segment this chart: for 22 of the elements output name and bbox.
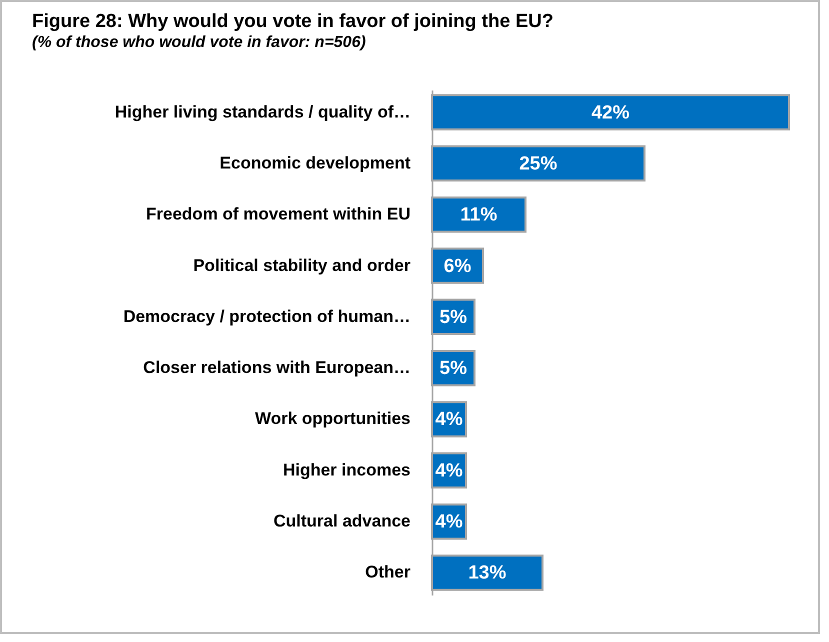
data-label: 25% (519, 153, 558, 174)
y-tick-label: Work opportunities (254, 409, 410, 428)
y-tick-label: Closer relations with European… (143, 358, 410, 378)
y-tick-label: Higher living standards / quality of… (114, 102, 410, 122)
data-label: 4% (435, 460, 463, 482)
data-label: 6% (444, 256, 472, 277)
chart-title: Figure 28: Why would you vote in favor of joining the EU? (32, 11, 554, 32)
y-tick-label: Higher incomes (282, 460, 410, 480)
y-tick-label: Freedom of movement within EU (146, 204, 410, 224)
data-label: 4% (435, 409, 463, 430)
y-tick-label: Economic development (220, 153, 411, 172)
data-label: 4% (435, 512, 463, 533)
data-label: 11% (460, 204, 498, 226)
y-tick-label: Political stability and order (193, 256, 411, 275)
data-label: 5% (440, 358, 468, 380)
data-label: 13% (468, 562, 506, 584)
y-tick-label: Cultural advance (274, 512, 410, 531)
text: (% of those who would vote in favor: n=506) (32, 34, 366, 51)
y-tick-label: Other (365, 562, 411, 582)
data-label: 5% (440, 306, 468, 328)
data-label: 42% (591, 102, 630, 124)
y-tick-label: Democracy / protection of human… (123, 306, 410, 326)
